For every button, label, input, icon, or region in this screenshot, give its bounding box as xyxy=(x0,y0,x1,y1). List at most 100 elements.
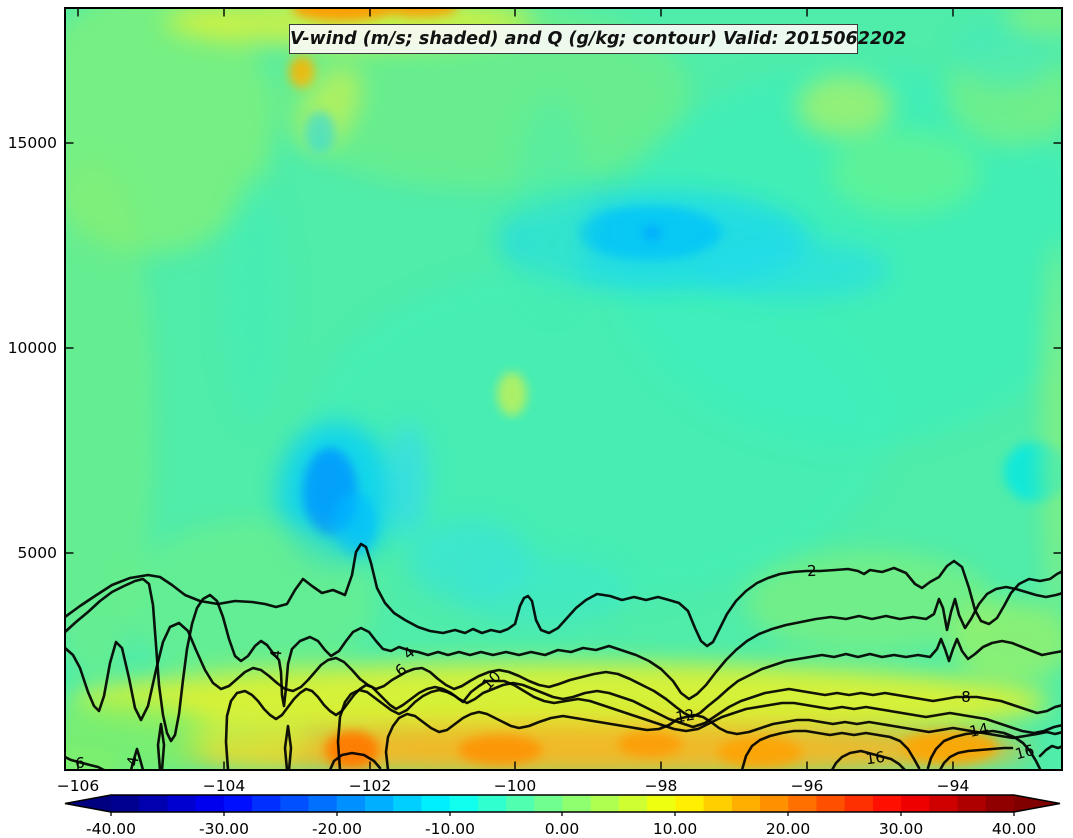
colorbar-segment xyxy=(393,795,423,812)
x-tick-label: −96 xyxy=(791,777,824,795)
colorbar-tick-label: -40.00 xyxy=(86,820,136,838)
contour-label: 2 xyxy=(807,562,817,580)
colorbar-segment xyxy=(647,795,676,812)
shading-blob xyxy=(388,422,428,538)
colorbar-tick-label: 0.00 xyxy=(545,820,580,838)
shading-blob xyxy=(516,100,588,310)
x-tick-label: −106 xyxy=(57,777,100,795)
shading-blob xyxy=(745,550,995,654)
shading-blob xyxy=(902,730,998,764)
shading-blob xyxy=(460,556,630,628)
contour-line-q4 xyxy=(65,577,1062,743)
colorbar-tick-label: -20.00 xyxy=(312,820,362,838)
colorbar-segment xyxy=(590,795,620,812)
colorbar-right-arrow xyxy=(1014,795,1060,812)
x-tick-label: −104 xyxy=(203,777,246,795)
shading-blob xyxy=(700,240,890,300)
colorbar-segment xyxy=(872,795,902,812)
colorbar-tick-label: 40.00 xyxy=(992,820,1036,838)
x-tick-label: −98 xyxy=(645,777,678,795)
colorbar-segment xyxy=(534,795,564,812)
shading-blob xyxy=(65,700,215,770)
contour-line-q6 xyxy=(65,755,106,770)
contour-line-q2 xyxy=(65,542,1062,648)
colorbar: -40.00 -30.00 -20.00 -10.00 0.00 10.00 20.00 30… xyxy=(64,794,1061,838)
y-tick-label: 15000 xyxy=(8,134,57,152)
colorbar-tick-label: 30.00 xyxy=(879,820,923,838)
shading-blob xyxy=(497,372,527,416)
shading-blob xyxy=(618,731,682,757)
y-tick-label: 5000 xyxy=(18,544,57,562)
shading-blob xyxy=(458,735,542,765)
colorbar-segment xyxy=(985,795,1015,812)
colorbar-segment xyxy=(280,795,310,812)
plot-frame xyxy=(64,7,1063,771)
shading-blob xyxy=(170,723,1030,770)
contour-label: 6 xyxy=(75,754,85,772)
plot-title: V-wind (m/s; shaded) and Q (g/kg; contou… xyxy=(289,24,906,54)
colorbar-segment xyxy=(477,795,507,812)
contour-label: 14 xyxy=(968,719,990,741)
colorbar-segment xyxy=(111,795,140,812)
contour-label: 8 xyxy=(961,688,971,706)
colorbar-segment xyxy=(223,795,253,812)
x-tick-label: −94 xyxy=(937,777,970,795)
contour-line-q8 xyxy=(224,681,1062,770)
contour-line-q16 xyxy=(830,744,1062,770)
colorbar-segment xyxy=(449,795,479,812)
contour-line-q6 xyxy=(65,621,1062,722)
colorbar-segment xyxy=(957,795,987,812)
contour-line-q10 xyxy=(336,679,1062,770)
contour-label: 4 xyxy=(267,649,286,660)
colorbar-segment xyxy=(929,795,959,812)
colorbar-segment xyxy=(618,795,648,812)
colorbar-segment xyxy=(901,795,930,812)
shading-blob xyxy=(65,160,155,680)
colorbar-tick-label: 10.00 xyxy=(653,820,697,838)
colorbar-segment xyxy=(421,795,451,812)
colorbar-segment xyxy=(506,795,535,812)
contour-label: 12 xyxy=(674,706,696,727)
x-tick-label: −100 xyxy=(494,777,537,795)
colorbar-segment xyxy=(364,795,394,812)
colorbar-tick-label: -10.00 xyxy=(425,820,475,838)
colorbar-segment xyxy=(562,795,592,812)
shading-blob xyxy=(310,260,890,600)
shading-blob xyxy=(830,130,980,214)
contour-line-q14 xyxy=(328,751,382,770)
shading-blob xyxy=(292,8,392,21)
shading-blob xyxy=(289,56,315,88)
shading-blob xyxy=(1043,240,1062,620)
contour-label: 4 xyxy=(123,755,142,768)
colorbar-tick-label: 20.00 xyxy=(766,820,810,838)
colorbar-segment xyxy=(308,795,338,812)
shading-blob xyxy=(954,24,1058,88)
colorbar-segment xyxy=(675,795,705,812)
colorbar-segment xyxy=(731,795,761,812)
contour-line-q8 xyxy=(283,724,293,770)
shading-blob xyxy=(718,737,802,767)
shading-blob xyxy=(305,111,335,153)
colorbar-segment xyxy=(788,795,818,812)
colorbar-tick-label: -30.00 xyxy=(199,820,249,838)
colorbar-segment xyxy=(844,795,874,812)
contour-label: 16 xyxy=(1013,741,1036,763)
y-tick-label: 10000 xyxy=(8,339,57,357)
colorbar-segment xyxy=(195,795,225,812)
shading-blob xyxy=(223,175,287,425)
shading-blob xyxy=(332,492,376,556)
contour-line-q6 xyxy=(156,722,166,770)
colorbar-segment xyxy=(760,795,789,812)
contour-line-q12 xyxy=(384,710,1062,770)
shading-blob xyxy=(1004,8,1062,36)
colorbar-segment xyxy=(816,795,846,812)
colorbar-left-arrow xyxy=(65,795,111,812)
colorbar-segment xyxy=(167,795,197,812)
colorbar-segment xyxy=(139,795,169,812)
colorbar-segment xyxy=(336,795,366,812)
colorbar-segment xyxy=(252,795,281,812)
contour-line-q14 xyxy=(740,729,1042,770)
